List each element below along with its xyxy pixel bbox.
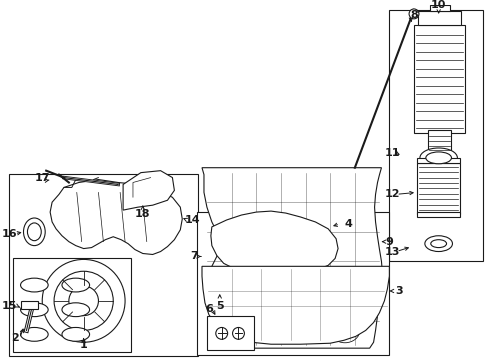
Bar xyxy=(9,174,198,356)
Polygon shape xyxy=(211,211,338,271)
Circle shape xyxy=(54,271,113,330)
Text: 13: 13 xyxy=(385,247,400,257)
Ellipse shape xyxy=(420,148,457,168)
Text: 1: 1 xyxy=(80,340,88,350)
Ellipse shape xyxy=(21,328,48,341)
Text: 11: 11 xyxy=(385,148,400,158)
Bar xyxy=(13,258,131,352)
Ellipse shape xyxy=(62,328,90,341)
Ellipse shape xyxy=(21,278,48,292)
Bar xyxy=(21,301,38,309)
Circle shape xyxy=(216,328,228,339)
Ellipse shape xyxy=(21,303,48,316)
Circle shape xyxy=(42,260,125,342)
Text: 4: 4 xyxy=(344,219,352,229)
Text: 18: 18 xyxy=(135,209,150,219)
Bar xyxy=(197,212,390,355)
Text: 16: 16 xyxy=(2,229,18,239)
Ellipse shape xyxy=(431,240,446,248)
Ellipse shape xyxy=(24,218,45,246)
Text: 15: 15 xyxy=(2,301,17,311)
Circle shape xyxy=(69,286,98,316)
Text: 5: 5 xyxy=(216,301,223,311)
Polygon shape xyxy=(123,171,174,210)
Bar xyxy=(390,10,483,261)
Text: 9: 9 xyxy=(386,237,393,247)
Ellipse shape xyxy=(425,236,452,252)
Ellipse shape xyxy=(62,303,90,316)
Text: 2: 2 xyxy=(11,333,19,343)
Circle shape xyxy=(233,328,245,339)
Text: 12: 12 xyxy=(385,189,400,199)
Ellipse shape xyxy=(426,152,451,164)
Circle shape xyxy=(409,9,419,19)
Text: 17: 17 xyxy=(34,172,50,183)
Bar xyxy=(430,5,449,11)
Text: 7: 7 xyxy=(190,251,198,261)
Text: 6: 6 xyxy=(205,304,213,314)
Bar xyxy=(428,130,451,158)
Bar xyxy=(417,163,460,214)
Bar xyxy=(417,212,460,217)
Polygon shape xyxy=(202,266,390,344)
Text: 8: 8 xyxy=(410,10,418,20)
Bar xyxy=(417,158,460,163)
Ellipse shape xyxy=(27,223,41,241)
Polygon shape xyxy=(202,168,383,348)
Bar xyxy=(207,316,254,350)
Text: 10: 10 xyxy=(431,0,446,10)
Text: 14: 14 xyxy=(184,215,200,225)
Bar xyxy=(414,25,466,133)
Ellipse shape xyxy=(62,278,90,292)
Bar xyxy=(418,11,462,25)
Text: 3: 3 xyxy=(395,286,403,296)
Polygon shape xyxy=(50,180,182,255)
